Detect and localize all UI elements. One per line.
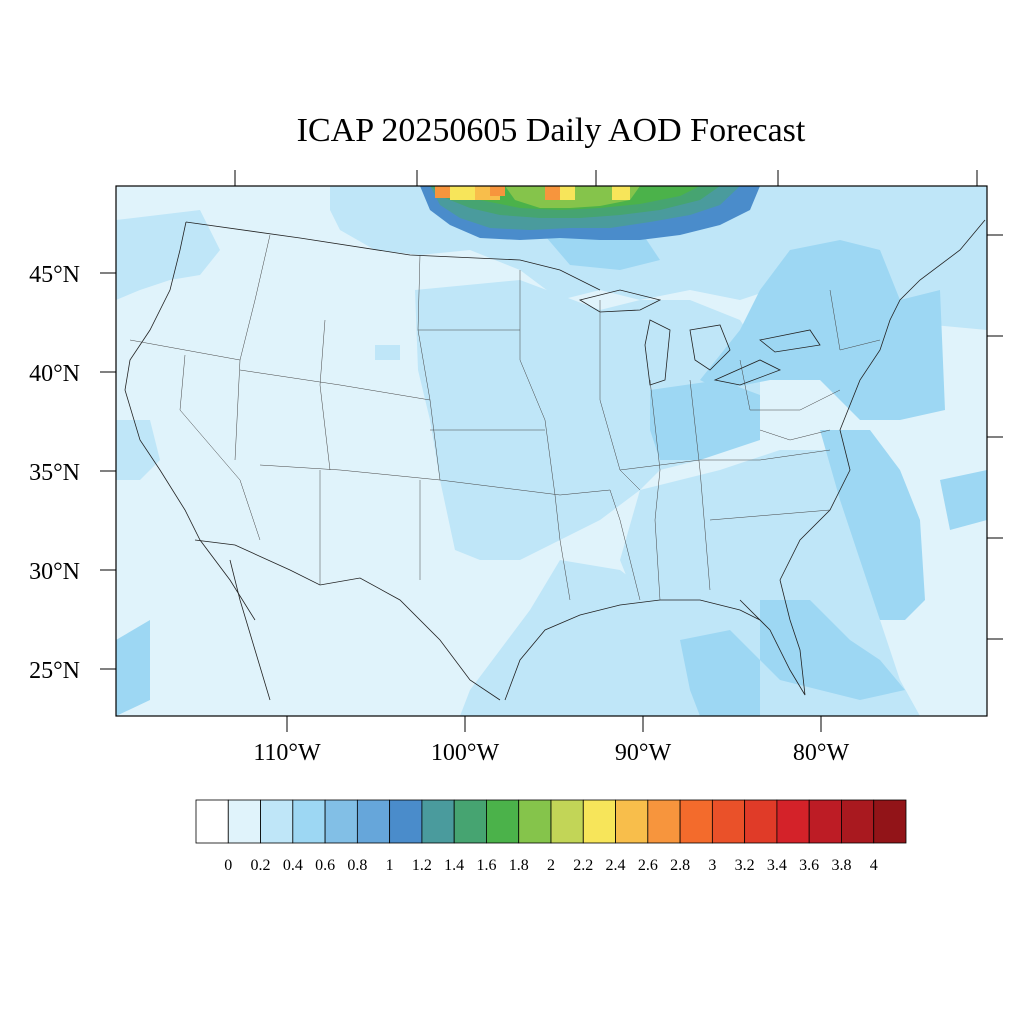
colorbar-tick-label: 1	[386, 857, 394, 874]
colorbar-tick-label: 3.6	[799, 857, 819, 874]
lat-label: 35°N	[29, 460, 80, 486]
map-panel	[116, 186, 987, 716]
colorbar-tick-label: 3.2	[735, 857, 755, 874]
colorbar-swatch	[744, 799, 778, 844]
colorbar-tick-label: 2.6	[638, 857, 658, 874]
colorbar-tick-label: 1.4	[444, 857, 464, 874]
colorbar-swatch	[873, 799, 907, 844]
lon-label: 110°W	[253, 740, 321, 766]
colorbar-tick-label: 4	[870, 857, 878, 874]
right-ticks	[987, 234, 1003, 640]
lat-label: 25°N	[29, 658, 80, 684]
colorbar-swatch	[389, 799, 423, 844]
aod-smoke-plume	[420, 186, 760, 240]
lat-label: 45°N	[29, 262, 80, 288]
colorbar-swatch	[711, 799, 746, 844]
colorbar-tick-label: 2.2	[573, 857, 593, 874]
colorbar-tick-label: 1.8	[509, 857, 529, 874]
coastlines-and-borders	[124, 219, 986, 701]
lon-label: 80°W	[793, 740, 850, 766]
colorbar	[195, 799, 907, 844]
colorbar-swatch	[195, 799, 229, 844]
colorbar-swatch	[550, 799, 584, 844]
map-title: ICAP 20250605 Daily AOD Forecast	[297, 112, 806, 149]
colorbar-tick-label: 0.4	[283, 857, 303, 874]
lon-label: 90°W	[615, 740, 672, 766]
colorbar-swatch	[518, 799, 552, 844]
colorbar-swatch	[615, 799, 649, 844]
colorbar-swatch	[227, 799, 261, 844]
colorbar-tick-labels: 0 0.2 0.4 0.6 0.8 1 1.2 1.4 1.6 1.8 2 2.2 2.4 2.6 2.8 3…	[224, 857, 877, 874]
colorbar-swatch	[679, 799, 713, 844]
colorbar-swatch	[841, 799, 875, 844]
lon-label: 100°W	[431, 740, 500, 766]
colorbar-swatch	[421, 799, 455, 844]
colorbar-swatch	[647, 799, 681, 844]
colorbar-tick-label: 0.8	[347, 857, 367, 874]
colorbar-tick-label: 1.2	[412, 857, 432, 874]
longitude-labels: 110°W 100°W 90°W 80°W	[253, 740, 849, 766]
colorbar-swatch	[292, 799, 326, 844]
colorbar-tick-label: 0.2	[251, 857, 271, 874]
colorbar-tick-label: 0	[224, 857, 232, 874]
lat-label: 40°N	[29, 361, 80, 387]
colorbar-tick-label: 3.4	[767, 857, 787, 874]
colorbar-swatch	[776, 799, 810, 844]
top-ticks	[234, 170, 978, 186]
colorbar-tick-label: 2.4	[606, 857, 626, 874]
colorbar-swatch	[453, 799, 487, 844]
lat-label: 30°N	[29, 559, 80, 585]
colorbar-tick-label: 3	[708, 857, 716, 874]
colorbar-swatch	[324, 799, 358, 844]
colorbar-tick-label: 2.8	[670, 857, 690, 874]
colorbar-tick-label: 3.8	[831, 857, 851, 874]
colorbar-swatch	[260, 799, 294, 844]
colorbar-swatch	[486, 799, 520, 844]
map-frame	[115, 185, 988, 717]
colorbar-tick-label: 1.6	[476, 857, 496, 874]
colorbar-swatch	[356, 799, 391, 844]
latitude-labels: 45°N 40°N 35°N 30°N 25°N	[29, 262, 80, 684]
left-ticks	[100, 272, 116, 670]
colorbar-swatch	[808, 799, 842, 844]
bottom-ticks	[286, 716, 822, 732]
state-boundaries	[129, 234, 881, 601]
colorbar-swatch	[582, 799, 616, 844]
colorbar-tick-label: 2	[547, 857, 555, 874]
colorbar-tick-label: 0.6	[315, 857, 335, 874]
